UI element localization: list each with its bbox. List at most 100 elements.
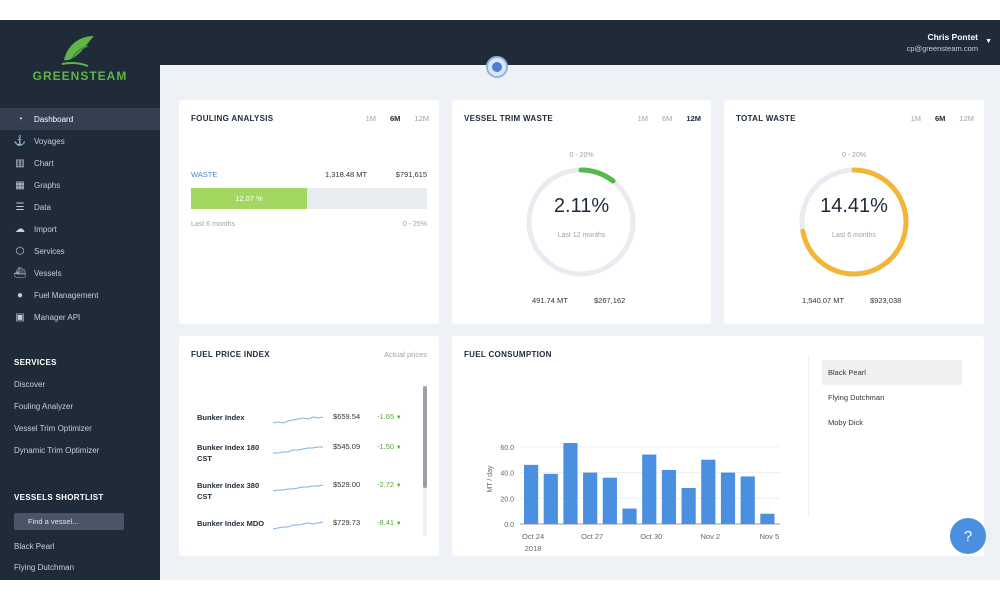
api-icon: ▣ [15, 311, 25, 323]
service-link-vessel-trim-optimizer[interactable]: Vessel Trim Optimizer [14, 424, 92, 433]
sidebar-item-services[interactable]: ⬡ Services [0, 240, 160, 262]
vessel-option-black-pearl[interactable]: Black Pearl [822, 360, 962, 385]
sidebar-item-fuel-management[interactable]: ● Fuel Management [0, 284, 160, 306]
fuel-index-name: Bunker Index 380 CST [197, 481, 260, 501]
trim-gauge [526, 167, 636, 277]
user-email[interactable]: cp@greensteam.com [906, 44, 978, 53]
scrollbar-thumb[interactable] [423, 386, 427, 488]
period-tab-1m[interactable]: 1M [910, 114, 921, 123]
shortlist-item-flying-dutchman[interactable]: Flying Dutchman [14, 563, 75, 572]
period-tab-6m[interactable]: 6M [934, 114, 946, 123]
vessel-selector: Black Pearl Flying Dutchman Moby Dick [822, 360, 962, 435]
period-selector: 1M 6M 12M [911, 114, 974, 123]
trim-usd: $267,162 [594, 296, 626, 305]
bar [661, 470, 677, 524]
waste-usd: $791,615 [395, 170, 427, 179]
sidebar-item-voyages[interactable]: ⚓ Voyages [0, 130, 160, 152]
waste-progress-fill: 12.07 % [191, 188, 308, 209]
bar [701, 459, 716, 524]
bar [563, 443, 578, 524]
waste-label: WASTE [191, 170, 218, 179]
sidebar-item-import[interactable]: ☁ Import [0, 218, 160, 240]
scrollbar[interactable] [423, 386, 427, 536]
sparkline [273, 446, 323, 454]
period-tab-1m[interactable]: 1M [637, 114, 648, 123]
bar [583, 472, 598, 524]
service-link-fouling-analyzer[interactable]: Fouling Analyzer [14, 402, 74, 411]
fuel-consumption-card: FUEL CONSUMPTION 0.0 20.0 40.0 60.0 MT / day… [452, 336, 984, 556]
list-item[interactable]: Bunker Index 380 CST $529.00 -2.72 ▼ [197, 480, 417, 510]
gauge-subtitle: Last 6 months [832, 232, 876, 239]
find-vessel-input[interactable] [14, 513, 124, 530]
sparkline [273, 521, 323, 530]
bar [720, 472, 736, 524]
period-tab-12m[interactable]: 12M [959, 114, 974, 123]
fuel-index-change: -1.50 ▼ [377, 442, 402, 451]
sidebar-item-label: Vessels [34, 268, 62, 278]
bar [622, 508, 637, 524]
bar [760, 513, 775, 524]
cube-icon: ⬡ [15, 245, 25, 257]
x-year-label: 2018 [525, 544, 542, 553]
sidebar-item-label: Graphs [34, 180, 61, 190]
arrow-down-icon: ▼ [394, 521, 402, 527]
brand-logo[interactable]: GREENSTEAM [0, 20, 160, 106]
card-title: TOTAL WASTE [736, 114, 796, 123]
period-tab-1m[interactable]: 1M [365, 114, 376, 123]
ship-icon: ⛴ [13, 267, 27, 279]
cloud-upload-icon: ☁ [15, 223, 25, 235]
range-note: 0 - 25% [402, 221, 427, 228]
list-item[interactable]: Bunker Index MDO $729.73 -8.41 ▼ [197, 518, 417, 548]
sidebar-item-label: Data [34, 202, 51, 212]
card-title: VESSEL TRIM WASTE [464, 114, 553, 123]
sparkline-path [273, 484, 323, 492]
user-name[interactable]: Chris Pontet [927, 32, 978, 42]
period-tab-6m[interactable]: 6M [661, 114, 673, 123]
sidebar: GREENSTEAM ◔ Dashboard ⚓ Voyages ▥ Chart ▦ Grap… [0, 20, 160, 580]
sidebar-item-label: Services [34, 246, 65, 256]
list-item[interactable]: Bunker Index 180 CST $545.09 -1.50 ▼ [197, 442, 417, 472]
fuel-index-name: Bunker Index [197, 413, 245, 422]
sidebar-item-dashboard[interactable]: ◔ Dashboard [0, 108, 160, 130]
speedometer-icon: ◔ [16, 113, 24, 125]
gauge-value: 14.41% [820, 195, 888, 217]
list-item[interactable]: Bunker Index $659.54 -1.65 ▼ [197, 412, 417, 442]
shortlist-item-black-pearl[interactable]: Black Pearl [14, 542, 55, 551]
total-mt: 1,540.07 MT [802, 296, 845, 305]
sidebar-item-chart[interactable]: ▥ Chart [0, 152, 160, 174]
sidebar-item-label: Fuel Management [34, 290, 99, 300]
service-link-discover[interactable]: Discover [14, 380, 46, 389]
period-tab-12m[interactable]: 12M [686, 114, 701, 123]
brand-name: GREENSTEAM [32, 69, 128, 83]
service-link-dynamic-trim-optimizer[interactable]: Dynamic Trim Optimizer [14, 446, 100, 455]
sidebar-item-vessels[interactable]: ⛴ Vessels [0, 262, 160, 284]
line-chart-icon: ▦ [15, 179, 25, 191]
fuel-index-price: $545.09 [333, 442, 361, 451]
fuel-index-name: Bunker Index 180 CST [197, 443, 260, 463]
waste-mt: 1,318.48 MT [325, 170, 368, 179]
card-title: FOULING ANALYSIS [191, 114, 274, 123]
divider [808, 356, 809, 516]
total-usd: $923,038 [870, 296, 902, 305]
fuel-index-name: Bunker Index MDO [197, 519, 265, 528]
chevron-down-icon[interactable]: ▼ [985, 38, 992, 45]
vessel-option-moby-dick[interactable]: Moby Dick [828, 418, 864, 427]
card-title: FUEL CONSUMPTION [464, 350, 552, 359]
fuel-index-price: $729.73 [333, 518, 361, 527]
services-heading: SERVICES [14, 358, 57, 367]
y-tick-label: 40.0 [500, 471, 514, 478]
x-tick-label: Oct 30 [640, 532, 662, 541]
period-tab-6m[interactable]: 6M [389, 114, 401, 123]
sidebar-item-data[interactable]: ☰ Data [0, 196, 160, 218]
bar [740, 476, 755, 524]
status-indicator[interactable] [486, 56, 508, 78]
period-tab-12m[interactable]: 12M [414, 114, 429, 123]
sidebar-item-graphs[interactable]: ▦ Graphs [0, 174, 160, 196]
sidebar-item-manager-api[interactable]: ▣ Manager API [0, 306, 160, 328]
fuel-index-change: -8.41 ▼ [377, 518, 402, 527]
vessel-option-flying-dutchman[interactable]: Flying Dutchman [828, 393, 885, 402]
sidebar-nav: ◔ Dashboard ⚓ Voyages ▥ Chart ▦ Graphs ☰ Data ☁ Imp… [0, 108, 160, 328]
x-tick-label: Oct 24 [522, 532, 544, 541]
fuel-index-price: $659.54 [333, 412, 361, 421]
help-button[interactable]: ? [950, 518, 986, 554]
